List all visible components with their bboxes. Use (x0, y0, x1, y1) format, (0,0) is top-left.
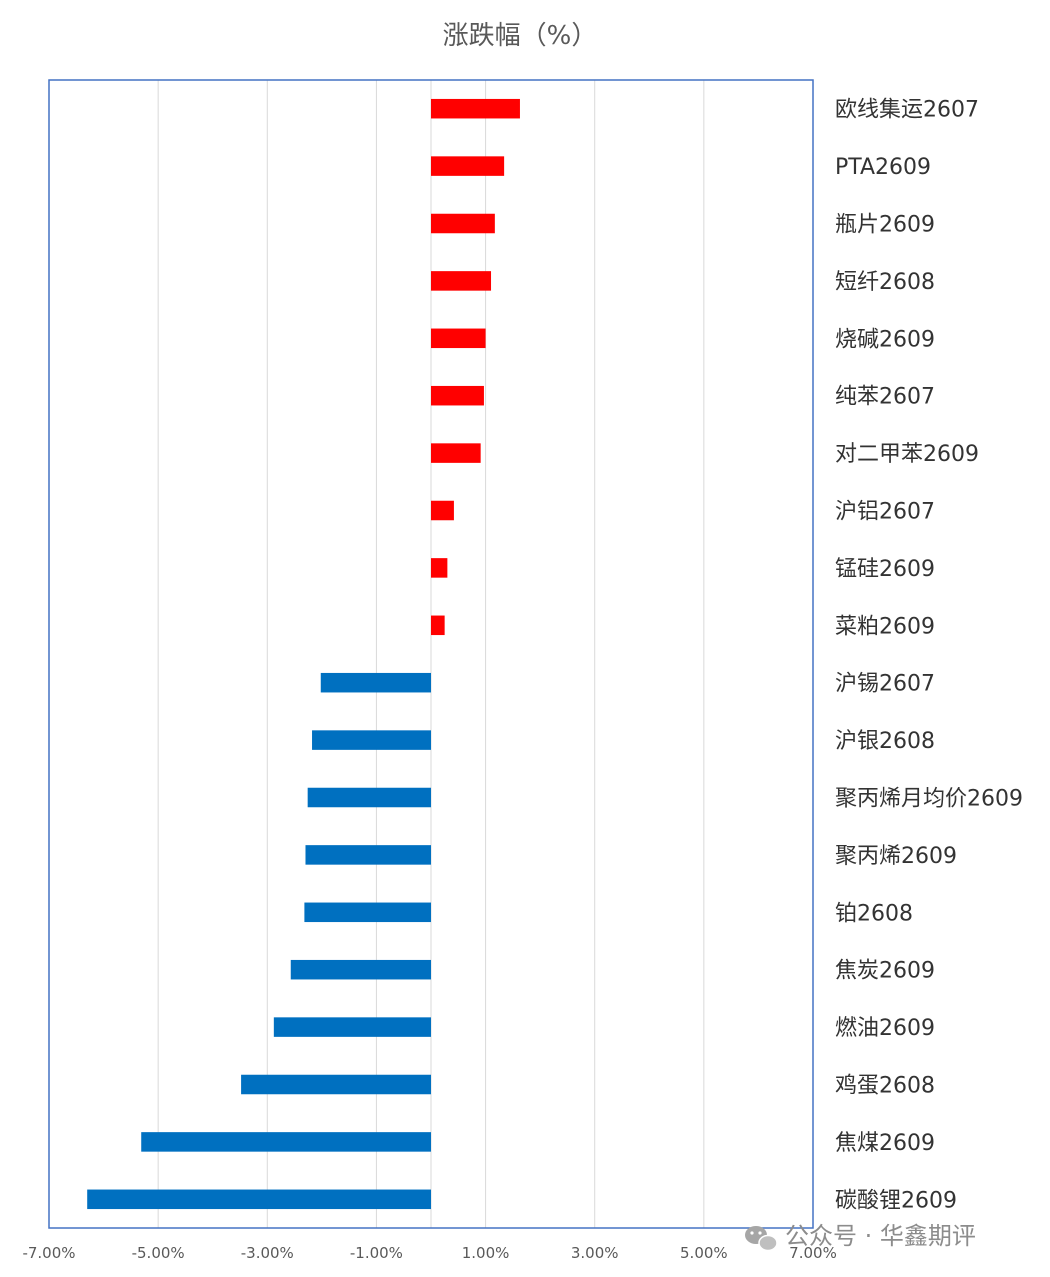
x-tick-labels: -7.00% -5.00% -3.00% -1.00% 1.00% 3.00% 5.00% 7… (22, 1244, 836, 1262)
x-tick-label: -3.00% (241, 1244, 294, 1262)
watermark-text: 公众号 · 华鑫期评 (785, 1222, 976, 1250)
chart-title: 涨跌幅（%） (443, 21, 598, 51)
bar (431, 271, 492, 291)
category-label: 聚丙烯月均价2609 (835, 787, 1023, 812)
bar (273, 1017, 431, 1037)
bar (307, 787, 431, 808)
category-label: 鸡蛋2608 (835, 1074, 935, 1099)
bar (320, 672, 431, 693)
category-label: 焦炭2609 (835, 959, 935, 984)
category-label: 沪银2608 (835, 729, 935, 754)
bar (431, 443, 481, 463)
x-tick-label: -1.00% (350, 1244, 403, 1262)
bar (304, 902, 431, 923)
bar (312, 730, 431, 750)
bar (141, 1132, 431, 1152)
x-tick-label: 1.00% (462, 1244, 510, 1262)
bar (431, 385, 484, 406)
category-label: 锰硅2609 (835, 557, 935, 582)
category-label: 沪铝2607 (835, 500, 935, 525)
bar (431, 328, 486, 349)
category-label: 聚丙烯2609 (835, 844, 957, 869)
x-tick-label: -5.00% (132, 1244, 185, 1262)
bar (290, 959, 431, 980)
x-tick-label: 3.00% (571, 1244, 619, 1262)
category-label: 菜粕2609 (835, 614, 935, 639)
bar (305, 845, 431, 865)
bar (431, 558, 448, 578)
category-label: 碳酸锂2609 (835, 1188, 957, 1213)
bar (431, 98, 520, 119)
category-label: 对二甲苯2609 (835, 442, 979, 467)
x-tick-label: 5.00% (680, 1244, 728, 1262)
category-label: 欧线集运2607 (835, 98, 979, 123)
x-tick-label: -7.00% (22, 1244, 75, 1262)
category-label: 铂2608 (835, 901, 913, 926)
category-label: 短纤2608 (835, 270, 935, 295)
category-labels: 欧线集运2607 PTA2609 瓶片2609 短纤2608 烧碱2609 纯苯2607 对… (835, 98, 1023, 1214)
category-label: 烧碱2609 (835, 327, 935, 352)
bar (87, 1189, 431, 1210)
wechat-icon (745, 1226, 778, 1252)
category-label: 沪锡2607 (835, 672, 935, 697)
category-label: PTA2609 (835, 155, 931, 180)
bar (431, 156, 505, 176)
plot-border (48, 79, 814, 1229)
category-label: 焦煤2609 (835, 1131, 935, 1156)
gridlines (157, 80, 705, 1228)
watermark: 公众号 · 华鑫期评 (745, 1222, 976, 1252)
category-label: 纯苯2607 (835, 385, 935, 410)
bar (241, 1074, 431, 1095)
bars (87, 98, 520, 1210)
bar (431, 500, 454, 521)
category-label: 瓶片2609 (835, 213, 935, 238)
category-label: 燃油2609 (835, 1016, 935, 1041)
bar (431, 615, 445, 636)
x-tick-label: 7.00% (789, 1244, 837, 1262)
bar (431, 213, 495, 234)
